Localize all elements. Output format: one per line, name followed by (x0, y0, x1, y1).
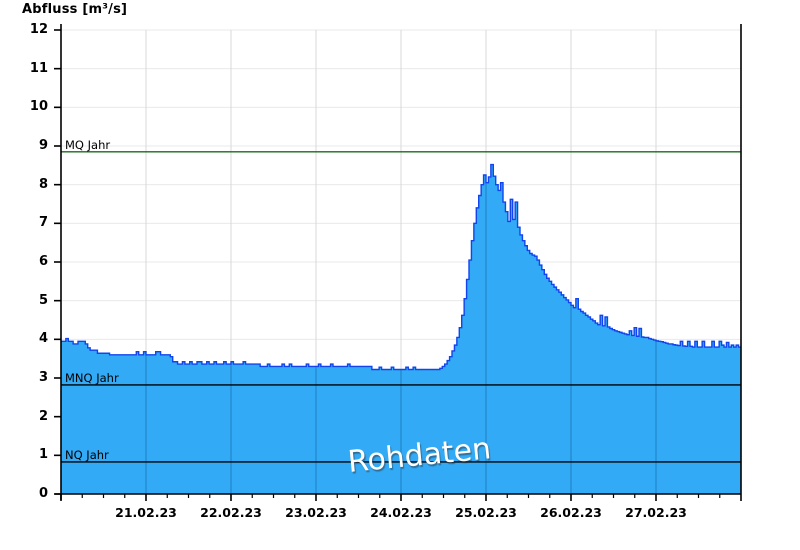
reference-line-label: NQ Jahr (65, 447, 109, 462)
x-axis-tick-label: 25.02.23 (455, 505, 517, 520)
x-axis-tick-label: 22.02.23 (200, 505, 262, 520)
x-axis-tick-label: 24.02.23 (370, 505, 432, 520)
y-axis-tick-label: 3 (38, 370, 48, 385)
y-axis-tick-label: 4 (38, 331, 48, 347)
y-axis-tick-label: 10 (29, 99, 48, 115)
y-axis-title: Abfluss [m³/s] (22, 2, 128, 17)
y-axis-tick-label: 0 (38, 486, 48, 501)
y-axis-tick-label: 8 (38, 176, 48, 192)
reference-line-label: MQ Jahr (65, 137, 111, 152)
discharge-step-line (61, 163, 741, 371)
y-axis-tick-label: 2 (38, 408, 48, 424)
y-axis-tick-label: 7 (38, 215, 48, 231)
y-axis-tick-label: 9 (38, 138, 48, 153)
y-axis-tick-label: 11 (29, 60, 48, 76)
reference-line-label: MNQ Jahr (65, 370, 119, 385)
y-axis-tick-label: 5 (38, 292, 48, 308)
y-axis-tick-label: 1 (38, 447, 48, 463)
y-axis-tick-label: 12 (29, 22, 48, 37)
x-axis-tick-label: 27.02.23 (625, 505, 687, 520)
x-axis-tick-label: 26.02.23 (540, 505, 602, 520)
x-axis-tick-label: 23.02.23 (285, 505, 347, 520)
x-axis-tick-label: 21.02.23 (115, 505, 177, 520)
y-axis-tick-label: 6 (38, 254, 48, 269)
